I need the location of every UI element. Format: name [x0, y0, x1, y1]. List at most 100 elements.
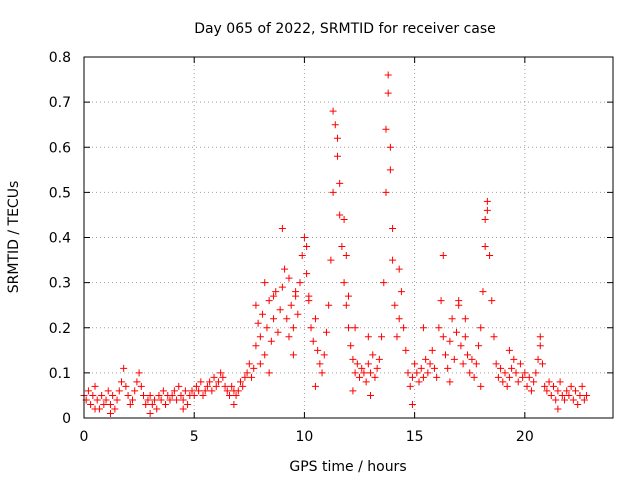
- data-point: [373, 364, 381, 372]
- data-point: [236, 378, 244, 386]
- data-point: [248, 373, 256, 381]
- data-point: [494, 373, 502, 381]
- data-point: [179, 396, 187, 404]
- data-point: [329, 107, 337, 115]
- data-point: [417, 364, 425, 372]
- data-point: [267, 337, 275, 345]
- data-point: [523, 382, 531, 390]
- x-tick-label: 15: [406, 429, 424, 445]
- data-point: [135, 369, 143, 377]
- data-point: [201, 387, 209, 395]
- data-point: [109, 391, 117, 399]
- data-point: [395, 265, 403, 273]
- y-tick-label: 0.1: [49, 366, 71, 382]
- data-point: [395, 315, 403, 323]
- data-point: [175, 382, 183, 390]
- data-point: [148, 400, 156, 408]
- x-axis-label: GPS time / hours: [289, 459, 406, 475]
- data-point: [532, 369, 540, 377]
- data-point: [413, 369, 421, 377]
- data-point: [298, 252, 306, 260]
- data-point: [461, 315, 469, 323]
- data-point: [556, 378, 564, 386]
- data-point: [120, 364, 128, 372]
- data-point: [450, 355, 458, 363]
- data-point: [477, 324, 485, 332]
- data-point: [151, 396, 159, 404]
- data-point: [311, 315, 319, 323]
- data-point: [283, 315, 291, 323]
- data-point: [512, 369, 520, 377]
- data-point: [364, 360, 372, 368]
- data-point: [516, 360, 524, 368]
- data-point: [199, 391, 207, 399]
- data-point: [408, 400, 416, 408]
- data-point: [296, 279, 304, 287]
- data-point: [572, 387, 580, 395]
- data-point: [243, 369, 251, 377]
- data-point: [382, 188, 390, 196]
- data-point: [221, 382, 229, 390]
- data-point: [439, 252, 447, 260]
- data-point: [472, 360, 480, 368]
- data-point: [159, 387, 167, 395]
- y-tick-label: 0.8: [49, 50, 71, 66]
- data-point: [223, 387, 231, 395]
- data-point: [228, 382, 236, 390]
- chart-title: Day 065 of 2022, SRMTID for receiver cas…: [194, 21, 496, 37]
- y-axis-label: SRMTID / TECUs: [6, 181, 22, 294]
- data-point: [184, 400, 192, 408]
- data-point: [545, 378, 553, 386]
- data-point: [214, 378, 222, 386]
- data-point: [444, 364, 452, 372]
- data-point: [433, 373, 441, 381]
- data-point: [514, 378, 522, 386]
- data-point: [565, 391, 573, 399]
- data-point: [402, 346, 410, 354]
- data-point: [430, 364, 438, 372]
- data-point: [552, 396, 560, 404]
- data-point: [358, 364, 366, 372]
- data-point: [140, 391, 148, 399]
- data-point: [287, 301, 295, 309]
- data-point: [111, 405, 119, 413]
- data-point: [305, 292, 313, 300]
- data-point: [574, 400, 582, 408]
- data-point: [261, 279, 269, 287]
- data-point: [98, 391, 106, 399]
- data-point: [106, 400, 114, 408]
- data-point: [464, 351, 472, 359]
- data-point: [437, 297, 445, 305]
- data-point: [261, 351, 269, 359]
- data-point: [181, 387, 189, 395]
- data-point: [490, 333, 498, 341]
- data-point: [536, 333, 544, 341]
- data-point: [272, 288, 280, 296]
- data-point: [146, 391, 154, 399]
- data-point: [137, 382, 145, 390]
- data-point: [219, 373, 227, 381]
- data-point: [534, 355, 542, 363]
- data-point: [217, 369, 225, 377]
- data-point: [252, 342, 260, 350]
- data-point: [146, 409, 154, 417]
- data-point: [446, 337, 454, 345]
- x-tick-label: 0: [80, 429, 89, 445]
- data-point: [554, 387, 562, 395]
- data-point: [415, 378, 423, 386]
- data-point: [583, 391, 591, 399]
- data-point: [256, 333, 264, 341]
- data-point: [104, 387, 112, 395]
- x-tick-label: 5: [190, 429, 199, 445]
- data-point: [162, 400, 170, 408]
- data-point: [558, 391, 566, 399]
- data-points: [80, 71, 591, 417]
- data-point: [115, 387, 123, 395]
- x-tick-label: 20: [516, 429, 534, 445]
- y-tick-label: 0.7: [49, 95, 71, 111]
- data-point: [360, 369, 368, 377]
- data-point: [210, 373, 218, 381]
- data-point: [102, 396, 110, 404]
- data-point: [505, 346, 513, 354]
- data-point: [316, 360, 324, 368]
